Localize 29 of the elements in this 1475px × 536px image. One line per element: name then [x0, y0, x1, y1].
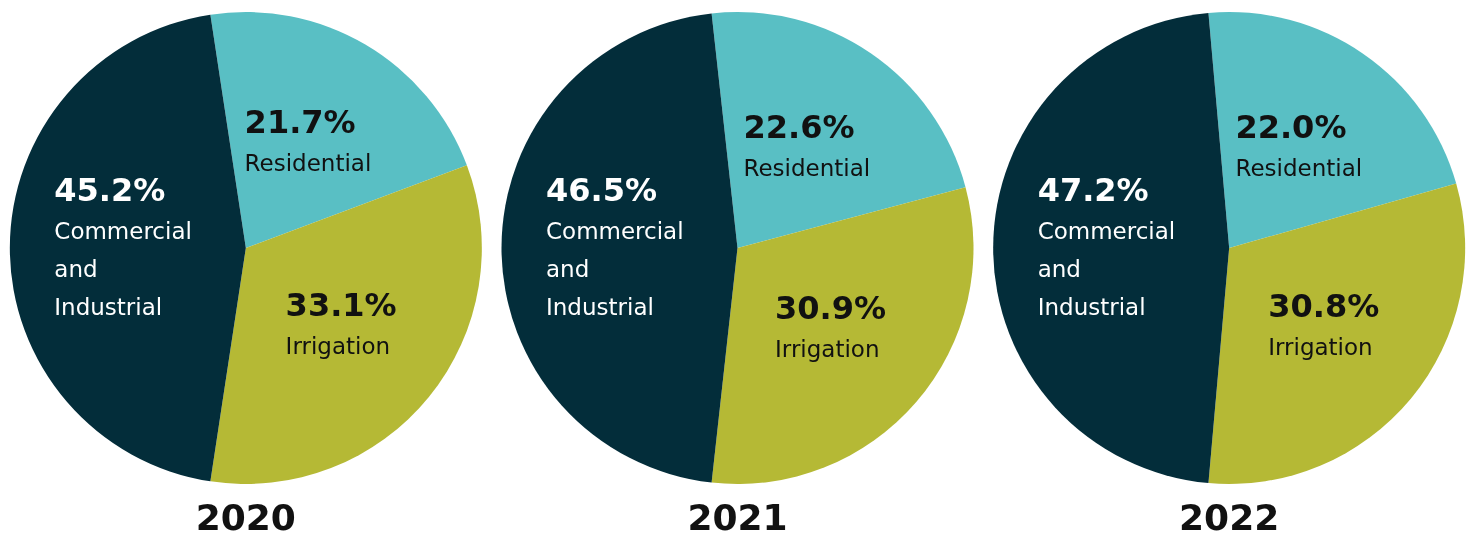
data-label: 30.8%: [1268, 287, 1380, 326]
slice-label: Residential: [743, 154, 871, 181]
text: 2022: [1179, 497, 1280, 536]
data-label: 22.0%: [1235, 107, 1347, 146]
slice-label: Commercial and Industrial: [54, 218, 192, 320]
data-label: 21.7%: [244, 103, 356, 142]
slice-label: Commercial and Industrial: [546, 218, 684, 320]
pie-slice: [993, 12, 1230, 484]
data-label: 30.9%: [775, 288, 887, 327]
slice-label: Residential: [1235, 154, 1363, 181]
pie-slice: [501, 13, 738, 483]
text: 2021: [687, 497, 788, 536]
slice-label: Irrigation: [1268, 334, 1373, 361]
data-label: 45.2%: [54, 171, 166, 209]
pie-slice: [1208, 183, 1466, 484]
pie-slice: [9, 14, 246, 482]
slice-label: Irrigation: [285, 333, 391, 360]
pie-slice: [711, 12, 966, 248]
slice-label: Commercial and Industrial: [1037, 218, 1176, 320]
slice-label: Residential: [244, 150, 372, 177]
pie-slice: [711, 187, 974, 484]
data-label: 22.6%: [743, 107, 855, 146]
slice-label: Irrigation: [775, 335, 880, 362]
pie-slice: [210, 12, 467, 248]
data-label: 46.5%: [546, 171, 658, 209]
pie-slice: [1208, 12, 1457, 248]
data-label: 33.1%: [285, 286, 397, 325]
data-label: 47.2%: [1037, 171, 1149, 209]
text: 2020: [195, 497, 296, 536]
